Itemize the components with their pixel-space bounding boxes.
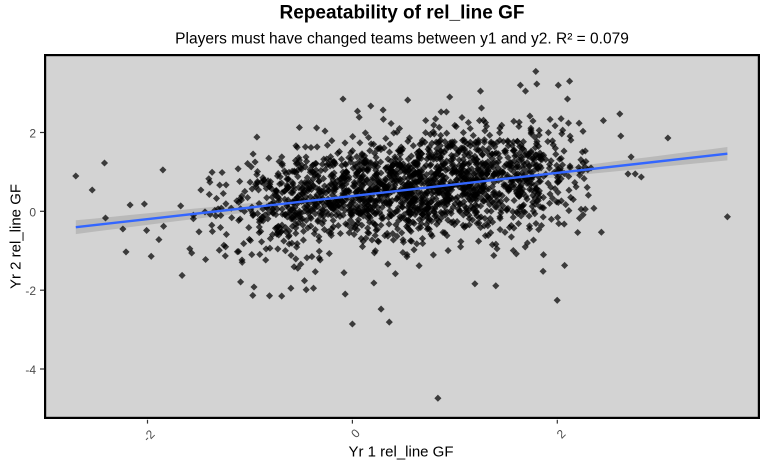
svg-text:0: 0 bbox=[29, 205, 36, 219]
svg-text:-4: -4 bbox=[25, 363, 36, 377]
svg-text:Yr 2 rel_line GF: Yr 2 rel_line GF bbox=[8, 184, 25, 289]
svg-text:2: 2 bbox=[29, 127, 36, 141]
svg-text:Players must have changed team: Players must have changed teams between … bbox=[175, 31, 629, 48]
svg-text:Yr 1 rel_line GF: Yr 1 rel_line GF bbox=[348, 444, 453, 461]
svg-text:Repeatability of rel_line GF: Repeatability of rel_line GF bbox=[280, 3, 525, 24]
svg-text:-2: -2 bbox=[25, 284, 36, 298]
